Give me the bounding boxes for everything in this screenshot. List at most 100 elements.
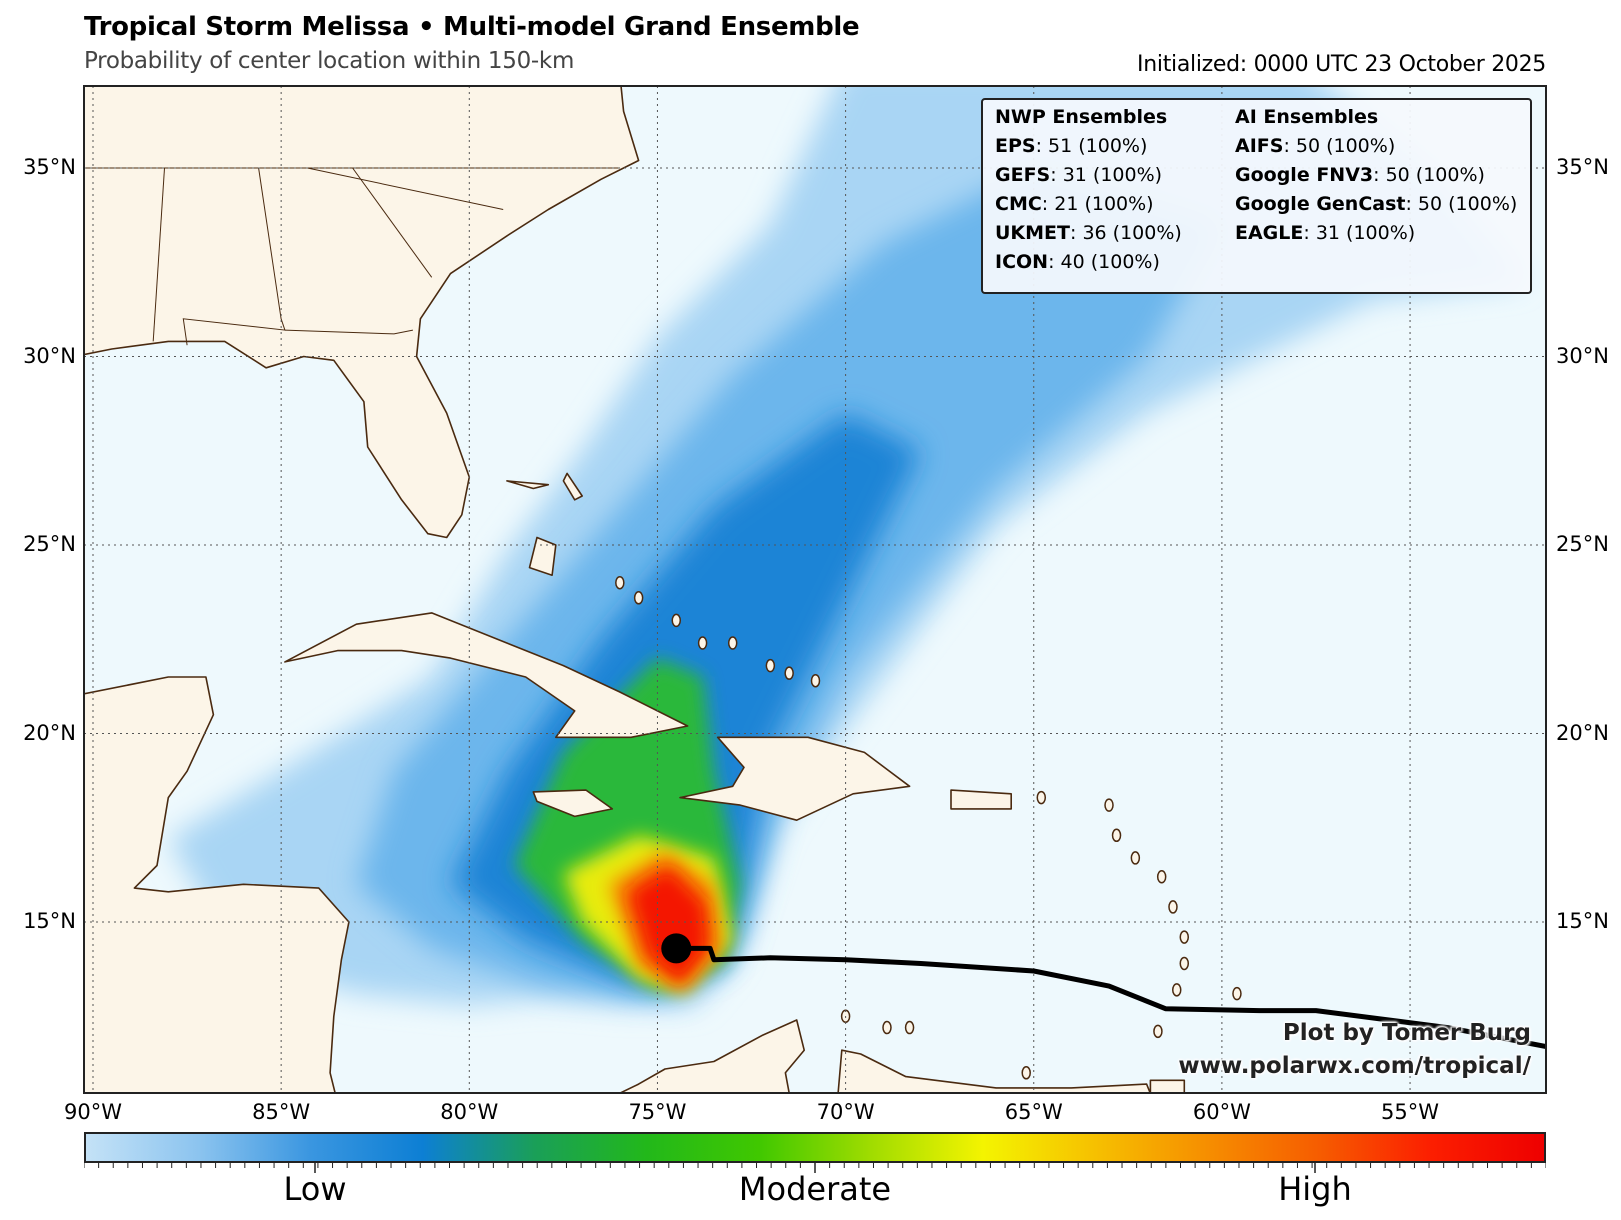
land-puerto-rico <box>950 789 1013 810</box>
lon-tick-label: 80°W <box>440 1100 499 1124</box>
member-count: : 50 (100%) <box>1373 164 1485 186</box>
ensemble-legend: NWP Ensembles EPS: 51 (100%) GEFS: 31 (10… <box>981 98 1532 294</box>
storm-track <box>676 945 1546 1049</box>
model-name: Google GenCast <box>1235 193 1406 215</box>
member-count: : 21 (100%) <box>1041 193 1154 215</box>
land-united-states <box>84 86 640 539</box>
model-name: GEFS <box>995 164 1051 186</box>
lat-tick-label-left: 30°N <box>23 343 76 368</box>
member-count: : 51 (100%) <box>1035 135 1148 157</box>
model-name: Google FNV3 <box>1235 164 1374 186</box>
lat-tick-label-right: 35°N <box>1556 155 1609 179</box>
lon-tick-label: 75°W <box>628 1100 687 1124</box>
legend-entry: EPS: 51 (100%) <box>995 135 1235 157</box>
island <box>810 673 821 688</box>
land-grand-bahama <box>506 480 550 490</box>
member-count: : 50 (100%) <box>1405 193 1518 215</box>
island <box>1153 1024 1163 1039</box>
island <box>727 636 738 650</box>
map-title: Tropical Storm Melissa • Multi-model Gra… <box>84 12 860 42</box>
lat-tick-label-right: 25°N <box>1556 532 1609 556</box>
legend-entry: Google FNV3: 50 (100%) <box>1235 164 1517 186</box>
land-andros <box>528 536 557 577</box>
legend-entry: Google GenCast: 50 (100%) <box>1235 193 1517 215</box>
island <box>1156 870 1167 884</box>
colorbar-label-low: Low <box>283 1170 347 1208</box>
island <box>615 575 625 590</box>
lat-tick-label-right: 20°N <box>1556 720 1609 745</box>
legend-entry: CMC: 21 (100%) <box>995 193 1235 215</box>
initialized-time: Initialized: 0000 UTC 23 October 2025 <box>1137 52 1546 77</box>
ai-ensembles-column: AI Ensembles AIFS: 50 (100%) Google FNV3:… <box>1235 106 1517 286</box>
land-trinidad <box>1149 1079 1186 1093</box>
land-abaco <box>562 472 584 501</box>
island <box>882 1020 892 1035</box>
map-subtitle: Probability of center location within 15… <box>84 48 575 74</box>
land-south-america <box>619 1019 1152 1093</box>
member-count: : 36 (100%) <box>1070 222 1182 244</box>
colorbar <box>84 1132 1546 1163</box>
island <box>633 591 644 605</box>
lon-tick-label: 65°W <box>1004 1100 1063 1124</box>
member-count: : 31 (100%) <box>1303 222 1416 244</box>
nwp-header: NWP Ensembles <box>995 106 1168 128</box>
model-name: EPS <box>995 135 1036 157</box>
legend-entry: AIFS: 50 (100%) <box>1235 135 1517 157</box>
island <box>1111 828 1122 843</box>
island <box>1168 900 1178 914</box>
model-name: AIFS <box>1235 135 1284 157</box>
lon-tick-label: 85°W <box>252 1100 311 1124</box>
colorbar-label-moderate: Moderate <box>738 1170 892 1208</box>
field-very-high <box>627 865 711 987</box>
colorbar-ticks <box>84 1163 1546 1173</box>
lat-tick-label-left: 35°N <box>23 155 76 179</box>
island <box>1104 798 1114 812</box>
model-name: UKMET <box>995 222 1070 244</box>
land-layer <box>84 86 1242 1093</box>
land-jamaica <box>532 789 614 818</box>
ai-header: AI Ensembles <box>1235 106 1379 128</box>
island <box>697 636 708 650</box>
state-boundary <box>307 167 504 210</box>
storm-center-marker <box>661 933 692 964</box>
model-name: CMC <box>995 193 1042 215</box>
legend-entry: EAGLE: 31 (100%) <box>1235 222 1517 244</box>
lon-tick-label: 90°W <box>64 1100 122 1124</box>
nwp-ensembles-column: NWP Ensembles EPS: 51 (100%) GEFS: 31 (10… <box>995 106 1235 286</box>
island <box>1021 1066 1031 1080</box>
legend-entry: ICON: 40 (100%) <box>995 251 1235 273</box>
map-frame <box>83 85 1547 1094</box>
model-name: EAGLE <box>1235 222 1304 244</box>
state-boundary <box>152 167 165 342</box>
island <box>671 613 682 628</box>
lon-tick-label: 55°W <box>1381 1100 1440 1124</box>
island <box>784 666 794 680</box>
credit-url: www.polarwx.com/tropical/ <box>1178 1053 1531 1079</box>
member-count: : 50 (100%) <box>1283 135 1396 157</box>
island <box>1171 983 1182 997</box>
island <box>904 1020 915 1035</box>
island <box>1232 986 1242 1001</box>
legend-entry: UKMET: 36 (100%) <box>995 222 1235 244</box>
credit-author: Plot by Tomer Burg <box>1282 1020 1531 1046</box>
island <box>765 658 776 673</box>
lat-tick-label-right: 30°N <box>1556 343 1609 368</box>
island <box>1179 956 1190 971</box>
member-count: : 31 (100%) <box>1050 164 1163 186</box>
lat-tick-label-left: 20°N <box>23 720 76 745</box>
lon-tick-label: 60°W <box>1192 1100 1251 1124</box>
island <box>1179 930 1190 944</box>
land-cuba <box>284 612 689 739</box>
lat-tick-label-left: 25°N <box>23 532 76 556</box>
colorbar-label-high: High <box>1278 1170 1352 1208</box>
legend-entry: GEFS: 31 (100%) <box>995 164 1235 186</box>
island <box>1036 790 1047 805</box>
lon-tick-label: 70°W <box>816 1100 875 1124</box>
lat-tick-label-left: 15°N <box>23 909 76 933</box>
land-central-america <box>84 676 350 1093</box>
state-boundary <box>284 329 413 335</box>
storm-track-layer <box>661 933 1546 1049</box>
lat-tick-label-right: 15°N <box>1556 909 1609 933</box>
model-name: ICON <box>995 251 1049 273</box>
member-count: : 40 (100%) <box>1048 251 1160 273</box>
